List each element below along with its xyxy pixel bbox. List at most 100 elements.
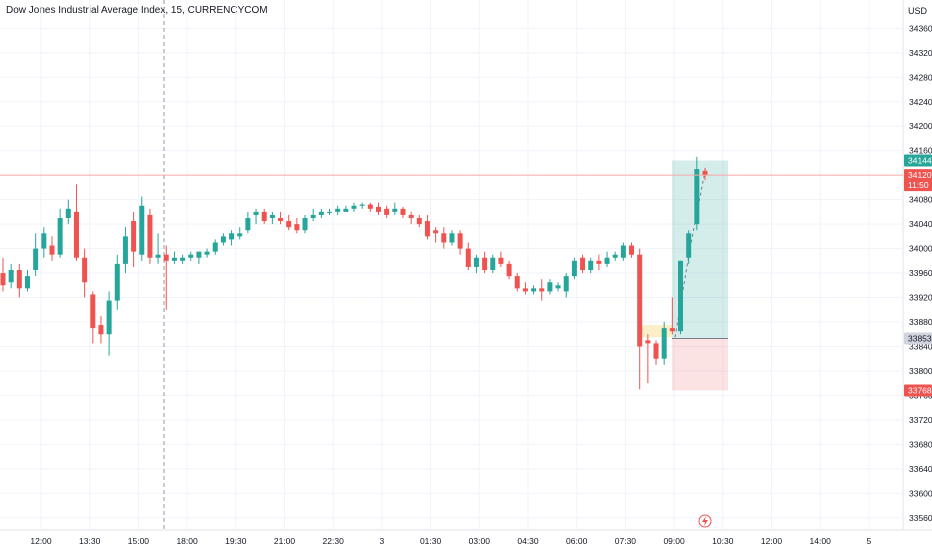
lightning-icon [698,514,712,528]
candle-body [702,170,708,176]
candle-body [424,221,430,237]
candle-body [220,236,226,243]
candle-body [335,208,341,212]
candle-body [155,254,161,258]
candle-body [694,169,700,225]
candle-body [131,221,137,252]
y-tick-label: 34040 [909,219,932,229]
candle-body [188,254,194,258]
candle-body [571,260,577,277]
candle-body [473,257,479,267]
y-tick-label: 34280 [909,72,932,82]
grid [0,0,932,531]
candle-body [408,214,414,218]
price-axis[interactable]: 34360 34320 34280 34240 34200 34160 34120 34080… [904,23,932,523]
candle-body [294,224,300,231]
candle-body [253,211,259,215]
x-tick-label: 22:30 [323,536,345,546]
candle-body [441,233,447,243]
candle-body [596,260,602,264]
currency-label: USD [908,6,928,16]
candle-body [139,205,145,255]
y-tick-label: 33560 [909,513,932,523]
y-tick-label: 33680 [909,439,932,449]
candle-body [506,263,512,277]
candle-body [531,288,537,292]
y-tick-label: 33600 [909,488,932,498]
candle-body [686,233,692,258]
y-tick-label: 33880 [909,317,932,327]
candle-body [433,230,439,234]
candle-body [261,211,267,222]
candle-body [0,273,6,286]
y-tick-label: 33840 [909,341,932,351]
price-tag [904,169,932,192]
candle-body [482,257,488,270]
candle-body [645,340,651,344]
candle-body [588,260,594,270]
y-tick-label: 34080 [909,195,932,205]
candle-body [114,263,120,301]
x-tick-label: 09:00 [663,536,685,546]
candle-body [204,251,210,255]
candle-body [490,257,496,270]
candle-body [33,248,39,270]
y-tick-label: 33800 [909,366,932,376]
entry-highlight [641,325,672,338]
y-tick-label: 34200 [909,121,932,131]
candle-body [351,205,357,209]
loss-zone [672,338,728,391]
candle-body [637,254,643,347]
candle-body [522,288,528,292]
candle-body [367,204,373,209]
price-tag [904,332,932,345]
x-tick-label: 21:00 [274,536,296,546]
y-tick-label: 33720 [909,415,932,425]
candle-body [318,211,324,215]
price-tag [904,384,932,397]
x-tick-label: 3 [380,536,385,546]
x-tick-label: 14:00 [810,536,832,546]
candle-body [245,218,251,231]
candle-body [49,245,55,255]
candle-body [629,245,635,255]
x-tick-label: 03:00 [469,536,491,546]
candle-body [327,211,333,213]
y-tick-label: 33640 [909,464,932,474]
x-tick-label: 01:30 [420,536,442,546]
candle-body [65,208,71,218]
projection-line [674,165,707,338]
y-tick-label: 34240 [909,97,932,107]
candle-body [171,257,177,261]
candle-body [359,204,365,206]
candle-body [16,270,22,289]
candle-body [678,260,684,332]
candle-body [384,208,390,215]
candle-body [400,208,406,215]
candle-body [514,276,520,289]
candle-body [375,206,381,212]
candle-body [73,211,79,258]
overlay [0,174,903,528]
candle-body [163,254,169,261]
y-tick-label: 34320 [909,48,932,58]
x-tick-label: 5 [867,536,872,546]
candle-body [90,294,96,329]
x-tick-label: 04:30 [517,536,539,546]
time-axis[interactable]: 12:00 13:30 15:00 18:00 19:30 21:00 22:30 3 01:3… [30,536,871,546]
candle-body [612,254,618,258]
candle-body [24,276,30,289]
candles [0,156,708,390]
candle-body [669,328,675,332]
candle-body [106,300,112,335]
price-tag-label: 33768 [908,386,932,396]
x-tick-label: 07:30 [615,536,637,546]
price-tag-time: 11:50 [908,180,929,190]
candle-body [212,242,218,252]
candle-body [457,233,463,249]
x-tick-label: 13:30 [79,536,101,546]
candle-body [465,248,471,267]
x-tick-label: 18:00 [176,536,198,546]
candle-body [310,214,316,218]
